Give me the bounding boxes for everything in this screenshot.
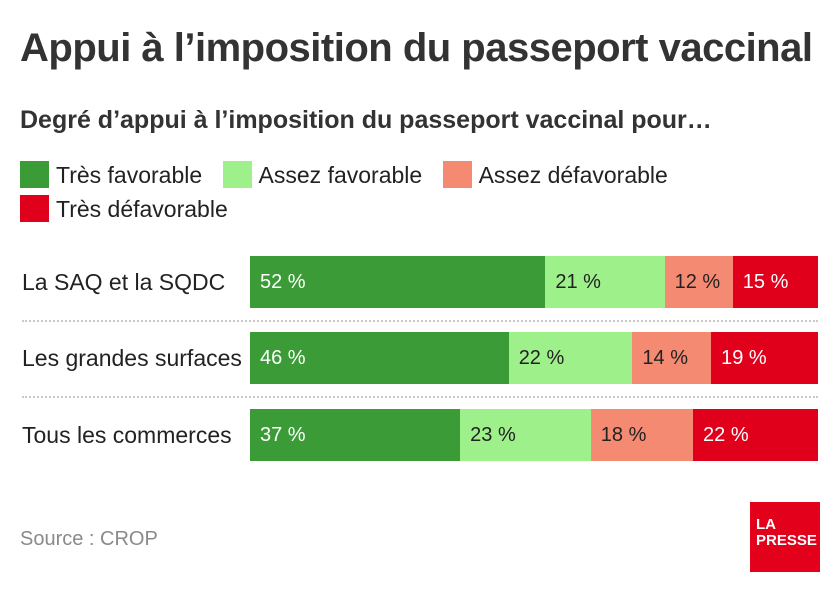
row-divider xyxy=(22,320,818,322)
bar-segment: 19 % xyxy=(711,332,818,384)
bar-row: 37 % 23 % 18 % 22 % xyxy=(250,409,818,461)
legend-swatch xyxy=(442,161,472,188)
legend-item-assez-favorable: Assez favorable xyxy=(222,158,423,192)
chart-subtitle: Degré d’appui à l’imposition du passepor… xyxy=(20,106,712,134)
legend-swatch xyxy=(20,161,49,188)
legend-label: Assez défavorable xyxy=(478,162,668,188)
logo-line-2: PRESSE xyxy=(756,532,817,549)
category-label: Les grandes surfaces xyxy=(22,345,242,371)
legend-item-tres-favorable: Très favorable xyxy=(20,158,202,192)
legend-label: Assez favorable xyxy=(258,162,423,188)
legend-swatch xyxy=(20,195,49,222)
bar-segment: 23 % xyxy=(460,409,591,461)
bar-segment: 22 % xyxy=(508,332,633,384)
bar-row: 52 % 21 % 12 % 15 % xyxy=(250,256,818,308)
row-divider xyxy=(22,396,818,398)
legend: Très favorable Assez favorable Assez déf… xyxy=(20,158,810,226)
legend-item-assez-defavorable: Assez défavorable xyxy=(442,158,668,192)
la-presse-logo: LA PRESSE xyxy=(750,502,820,572)
chart-title: Appui à l’imposition du passeport vaccin… xyxy=(20,26,813,70)
source-note: Source : CROP xyxy=(20,528,158,550)
bar-segment: 21 % xyxy=(545,256,665,308)
bar-row: 46 % 22 % 14 % 19 % xyxy=(250,332,818,384)
bar-segment: 14 % xyxy=(632,332,712,384)
bar-segment: 52 % xyxy=(250,256,546,308)
bar-segment: 46 % xyxy=(250,332,509,384)
category-label: Tous les commerces xyxy=(22,422,232,448)
legend-label: Très défavorable xyxy=(56,196,228,222)
legend-swatch xyxy=(222,161,252,188)
legend-item-tres-defavorable: Très défavorable xyxy=(20,192,228,226)
bar-segment: 22 % xyxy=(693,409,818,461)
logo-line-1: LA xyxy=(756,516,776,533)
category-label: La SAQ et la SQDC xyxy=(22,269,226,295)
legend-label: Très favorable xyxy=(56,162,203,188)
bar-segment: 18 % xyxy=(590,409,694,461)
bar-segment: 37 % xyxy=(250,409,461,461)
bar-segment: 15 % xyxy=(732,256,818,308)
bar-segment: 12 % xyxy=(664,256,733,308)
